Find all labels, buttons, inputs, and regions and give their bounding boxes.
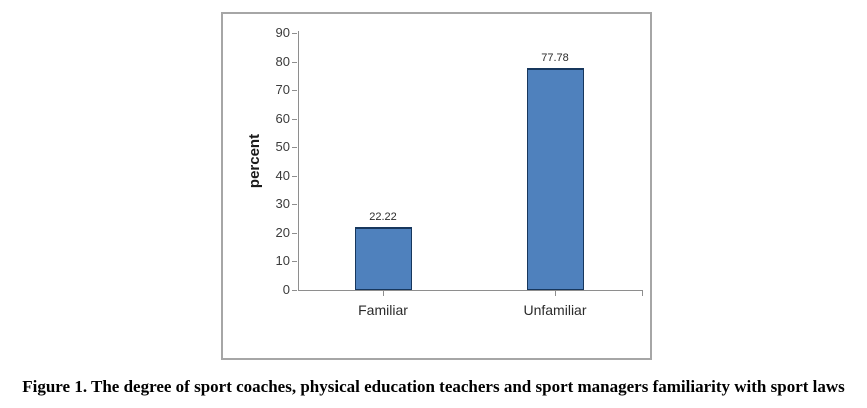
y-tick-label-40: 40 [275, 167, 290, 183]
y-tick-mark [292, 204, 297, 206]
y-tick-mark [292, 175, 297, 177]
bar-value-label-familiar: 22.22 [369, 210, 397, 223]
y-tick-mark [292, 90, 297, 92]
bar-familiar [355, 226, 412, 290]
y-tick-label-0: 0 [282, 282, 290, 297]
bar-value-label-unfamiliar: 77.78 [541, 51, 569, 64]
x-tick-mark [642, 291, 643, 296]
y-tick-label-80: 80 [275, 53, 290, 69]
y-axis-title: percent [246, 133, 263, 189]
x-category-label-unfamiliar: Unfamiliar [523, 302, 587, 318]
y-tick-mark [292, 61, 297, 63]
chart-frame: percent 90 80 70 60 50 40 30 20 10 0 [221, 12, 652, 360]
y-tick-mark [292, 290, 297, 291]
y-tick-label-20: 20 [275, 224, 290, 240]
y-tick-label-30: 30 [275, 196, 290, 212]
y-tick-mark [292, 33, 297, 34]
x-tick-mark [383, 291, 384, 296]
x-axis-line [298, 290, 643, 291]
y-tick-mark [292, 261, 297, 263]
x-tick-mark [555, 291, 556, 296]
y-tick-label-90: 90 [275, 25, 290, 40]
bar-unfamiliar [527, 67, 584, 290]
y-tick-mark [292, 147, 297, 149]
y-tick-label-50: 50 [275, 139, 290, 155]
y-tick-label-60: 60 [275, 110, 290, 126]
y-axis-line [298, 31, 299, 291]
y-tick-mark [292, 118, 297, 120]
x-category-label-familiar: Familiar [358, 302, 408, 318]
y-tick-mark [292, 232, 297, 234]
figure-caption: Figure 1. The degree of sport coaches, p… [22, 377, 845, 396]
y-tick-label-10: 10 [275, 253, 290, 269]
y-tick-label-70: 70 [275, 82, 290, 98]
